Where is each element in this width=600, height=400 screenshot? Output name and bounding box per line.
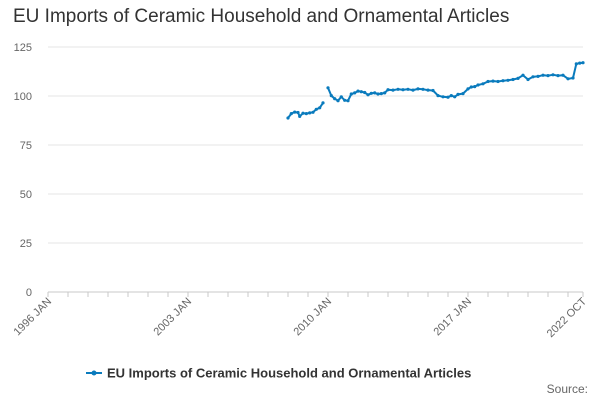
data-point[interactable] <box>396 87 400 91</box>
data-point[interactable] <box>346 99 350 103</box>
source-label: Source: <box>546 382 588 396</box>
data-point[interactable] <box>551 73 555 77</box>
data-point[interactable] <box>436 94 440 98</box>
gridlines <box>48 46 583 293</box>
y-axis: 0 25 50 75 100 125 <box>14 42 32 299</box>
data-point[interactable] <box>386 88 390 92</box>
data-point[interactable] <box>363 90 367 95</box>
legend-marker-icon <box>91 370 97 376</box>
legend[interactable]: EU Imports of Ceramic Household and Orna… <box>86 366 471 381</box>
data-point[interactable] <box>318 106 322 110</box>
data-point[interactable] <box>416 87 420 91</box>
data-point[interactable] <box>441 95 445 99</box>
data-point[interactable] <box>401 88 405 92</box>
series-line[interactable] <box>287 102 324 119</box>
data-point[interactable] <box>466 87 470 91</box>
series-line[interactable] <box>327 61 584 102</box>
y-tick-label: 75 <box>20 140 32 152</box>
data-point[interactable] <box>501 79 505 83</box>
legend-label[interactable]: EU Imports of Ceramic Household and Orna… <box>107 366 471 381</box>
data-point[interactable] <box>561 73 565 77</box>
data-point[interactable] <box>486 79 490 84</box>
data-point[interactable] <box>456 92 460 96</box>
data-point[interactable] <box>526 77 530 82</box>
data-point[interactable] <box>373 91 377 95</box>
data-point[interactable] <box>286 116 290 120</box>
data-point[interactable] <box>496 79 500 84</box>
data-point[interactable] <box>491 79 495 83</box>
data-point[interactable] <box>366 93 370 97</box>
data-point[interactable] <box>541 73 545 77</box>
data-point[interactable] <box>296 110 300 115</box>
y-tick-label: 100 <box>14 91 32 103</box>
data-point[interactable] <box>311 110 315 114</box>
data-point[interactable] <box>383 91 387 95</box>
data-point[interactable] <box>343 98 347 102</box>
data-point[interactable] <box>446 95 450 99</box>
data-point[interactable] <box>571 76 575 80</box>
data-point[interactable] <box>473 85 477 89</box>
data-point[interactable] <box>329 94 333 98</box>
data-point[interactable] <box>411 88 415 92</box>
data-point[interactable] <box>406 87 410 91</box>
data-point[interactable] <box>301 111 305 115</box>
data-point[interactable] <box>339 95 343 99</box>
data-point[interactable] <box>476 83 480 87</box>
data-point[interactable] <box>426 88 430 92</box>
data-point[interactable] <box>581 61 585 65</box>
data-point[interactable] <box>516 76 520 80</box>
data-point[interactable] <box>321 101 325 105</box>
y-tick-label: 25 <box>20 238 32 250</box>
data-point[interactable] <box>469 85 473 89</box>
data-point[interactable] <box>304 112 308 116</box>
data-point[interactable] <box>546 74 550 78</box>
data-point[interactable] <box>531 75 535 79</box>
data-point[interactable] <box>453 95 457 99</box>
data-point[interactable] <box>336 99 340 103</box>
x-tick-label: 2010 JAN <box>291 296 334 339</box>
data-point[interactable] <box>421 87 425 91</box>
x-tick-label: 2017 JAN <box>431 296 474 339</box>
data-point[interactable] <box>574 62 578 66</box>
data-point[interactable] <box>481 82 485 86</box>
data-point[interactable] <box>326 86 330 90</box>
data-point[interactable] <box>566 77 570 81</box>
data-point[interactable] <box>536 74 540 78</box>
data-point[interactable] <box>308 111 312 115</box>
data-point[interactable] <box>556 74 560 78</box>
data-point[interactable] <box>379 92 383 96</box>
data-point[interactable] <box>353 91 357 95</box>
x-axis: 1996 JAN 2003 JAN 2010 JAN 2017 JAN 2022 OCT <box>11 292 589 340</box>
data-point[interactable] <box>298 114 302 118</box>
data-point[interactable] <box>431 88 435 93</box>
data-point[interactable] <box>506 78 510 82</box>
chart-title: EU Imports of Ceramic Household and Orna… <box>13 6 510 27</box>
data-point[interactable] <box>314 107 318 111</box>
data-point[interactable] <box>356 89 360 93</box>
y-tick-label: 50 <box>20 189 32 201</box>
data-point[interactable] <box>521 73 525 77</box>
data-point[interactable] <box>461 92 465 96</box>
x-tick-label: 1996 JAN <box>11 296 54 339</box>
data-point[interactable] <box>289 112 293 116</box>
x-tick-label: 2003 JAN <box>151 296 194 339</box>
data-point[interactable] <box>449 94 453 98</box>
data-point[interactable] <box>293 110 297 114</box>
series-layer[interactable] <box>286 61 585 120</box>
data-point[interactable] <box>349 92 353 96</box>
data-point[interactable] <box>359 90 363 94</box>
y-tick-label: 0 <box>26 287 32 299</box>
data-point[interactable] <box>333 97 337 101</box>
data-point[interactable] <box>511 77 515 82</box>
data-point[interactable] <box>376 92 380 96</box>
y-tick-label: 125 <box>14 42 32 54</box>
data-point[interactable] <box>578 61 582 65</box>
data-point[interactable] <box>369 91 373 95</box>
data-point[interactable] <box>391 88 395 92</box>
x-tick-label: 2022 OCT <box>545 295 590 340</box>
